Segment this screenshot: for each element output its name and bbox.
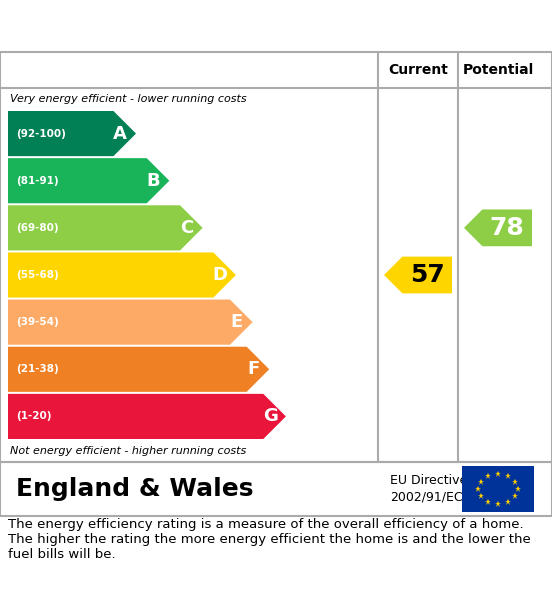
Text: (81-91): (81-91) bbox=[16, 176, 59, 186]
Text: B: B bbox=[147, 172, 160, 189]
Polygon shape bbox=[8, 300, 253, 345]
Text: (55-68): (55-68) bbox=[16, 270, 59, 280]
Text: E: E bbox=[231, 313, 243, 331]
Text: England & Wales: England & Wales bbox=[16, 477, 253, 501]
Polygon shape bbox=[384, 257, 452, 294]
Text: (92-100): (92-100) bbox=[16, 129, 66, 139]
Text: G: G bbox=[263, 408, 278, 425]
Text: Potential: Potential bbox=[463, 63, 534, 77]
Text: 78: 78 bbox=[490, 216, 524, 240]
Text: Not energy efficient - higher running costs: Not energy efficient - higher running co… bbox=[10, 446, 246, 456]
Text: (1-20): (1-20) bbox=[16, 411, 51, 421]
Text: D: D bbox=[213, 266, 227, 284]
Polygon shape bbox=[8, 253, 236, 297]
Polygon shape bbox=[8, 111, 136, 156]
Text: Energy Efficiency Rating: Energy Efficiency Rating bbox=[18, 12, 420, 40]
Polygon shape bbox=[464, 210, 532, 246]
Text: (39-54): (39-54) bbox=[16, 317, 59, 327]
Text: (21-38): (21-38) bbox=[16, 364, 59, 375]
Polygon shape bbox=[8, 205, 203, 251]
Polygon shape bbox=[8, 394, 286, 439]
Text: C: C bbox=[180, 219, 193, 237]
Text: A: A bbox=[113, 124, 127, 143]
Text: Current: Current bbox=[388, 63, 448, 77]
Text: The energy efficiency rating is a measure of the overall efficiency of a home.  : The energy efficiency rating is a measur… bbox=[8, 518, 531, 561]
Text: Very energy efficient - lower running costs: Very energy efficient - lower running co… bbox=[10, 94, 247, 104]
Polygon shape bbox=[8, 158, 169, 204]
Bar bbox=[462, 466, 534, 512]
Text: EU Directive
2002/91/EC: EU Directive 2002/91/EC bbox=[390, 474, 467, 504]
Polygon shape bbox=[8, 347, 269, 392]
Text: (69-80): (69-80) bbox=[16, 223, 59, 233]
Text: 57: 57 bbox=[410, 263, 444, 287]
Text: F: F bbox=[247, 360, 259, 378]
